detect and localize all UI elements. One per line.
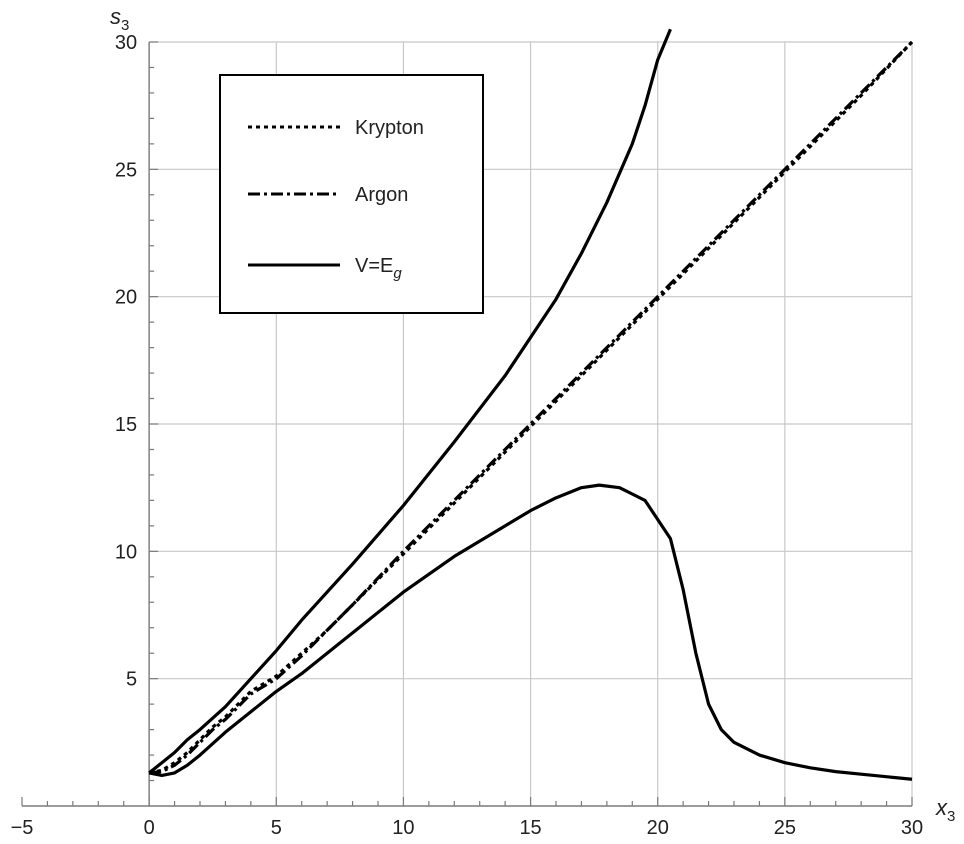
legend: Krypton Argon V=Eg	[219, 74, 484, 314]
y-tick-label: 5	[126, 669, 137, 691]
y-tick-label: 20	[115, 287, 137, 309]
y-tick-label: 15	[115, 414, 137, 436]
tick-marks	[21, 41, 913, 806]
x-tick-label: 10	[392, 817, 414, 839]
series-v-e-3	[148, 483, 913, 781]
legend-label-v-eg: V=Eg	[355, 255, 402, 282]
x-tick-label: 5	[271, 817, 282, 839]
tick-labels: −5 0 5 10 15 20 25 30 5 10 15 20 25 30	[11, 32, 924, 839]
y-tick-label: 30	[115, 32, 137, 54]
x-axis-label: x3	[935, 795, 955, 825]
data-series	[148, 28, 914, 781]
x-tick-label: 30	[901, 817, 923, 839]
x-tick-label: −5	[11, 817, 34, 839]
series-krypton-0	[148, 40, 914, 775]
y-tick-label: 25	[115, 159, 137, 181]
y-axis-label: s3	[110, 4, 129, 34]
x-tick-label: 15	[519, 817, 541, 839]
legend-box	[219, 74, 484, 314]
legend-label-krypton: Krypton	[355, 117, 424, 139]
x-tick-label: 0	[144, 817, 155, 839]
y-tick-label: 10	[115, 541, 137, 563]
series-v-e-2	[148, 28, 672, 775]
series-argon-1	[148, 40, 914, 775]
legend-label-argon: Argon	[355, 184, 408, 206]
x-tick-label: 20	[647, 817, 669, 839]
x-tick-label: 25	[774, 817, 796, 839]
